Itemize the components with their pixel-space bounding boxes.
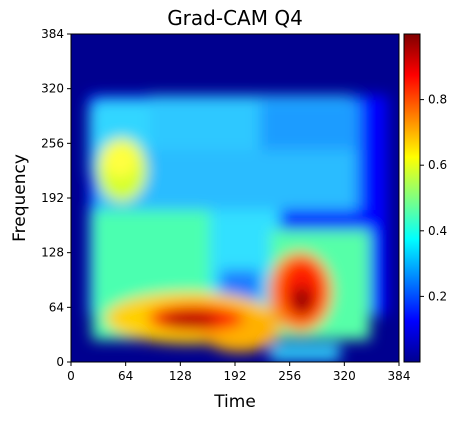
chart-title: Grad-CAM Q4	[167, 6, 303, 30]
colorbar-tick-label: 0.2	[428, 289, 447, 303]
y-axis-label: Frequency	[10, 154, 30, 242]
y-tick-label: 384	[41, 27, 64, 41]
x-tick-label: 0	[67, 369, 75, 383]
x-tick-label: 320	[333, 369, 356, 383]
y-tick-label: 192	[41, 191, 64, 205]
x-axis-label: Time	[213, 392, 256, 412]
x-tick-label: 192	[224, 369, 247, 383]
y-tick-label: 0	[56, 355, 64, 369]
x-tick-label: 64	[118, 369, 133, 383]
y-tick-label: 64	[49, 300, 64, 314]
colorbar-gradient	[404, 34, 420, 362]
y-tick-label: 320	[41, 82, 64, 96]
colorbar-tick-label: 0.8	[428, 93, 447, 107]
y-axis: 0 64 128 192 256 320 384	[41, 27, 71, 369]
y-tick-label: 128	[41, 246, 64, 260]
x-tick-label: 256	[278, 369, 301, 383]
heatmap-image	[71, 34, 399, 362]
y-tick-label: 256	[41, 136, 64, 150]
colorbar: 0.2 0.4 0.6 0.8	[403, 33, 447, 363]
x-axis: 0 64 128 192 256 320 384	[67, 362, 410, 383]
x-tick-label: 128	[169, 369, 192, 383]
colorbar-tick-label: 0.4	[428, 224, 447, 238]
colorbar-tick-label: 0.6	[428, 158, 447, 172]
x-tick-label: 384	[388, 369, 411, 383]
colorbar-frame	[403, 33, 421, 363]
